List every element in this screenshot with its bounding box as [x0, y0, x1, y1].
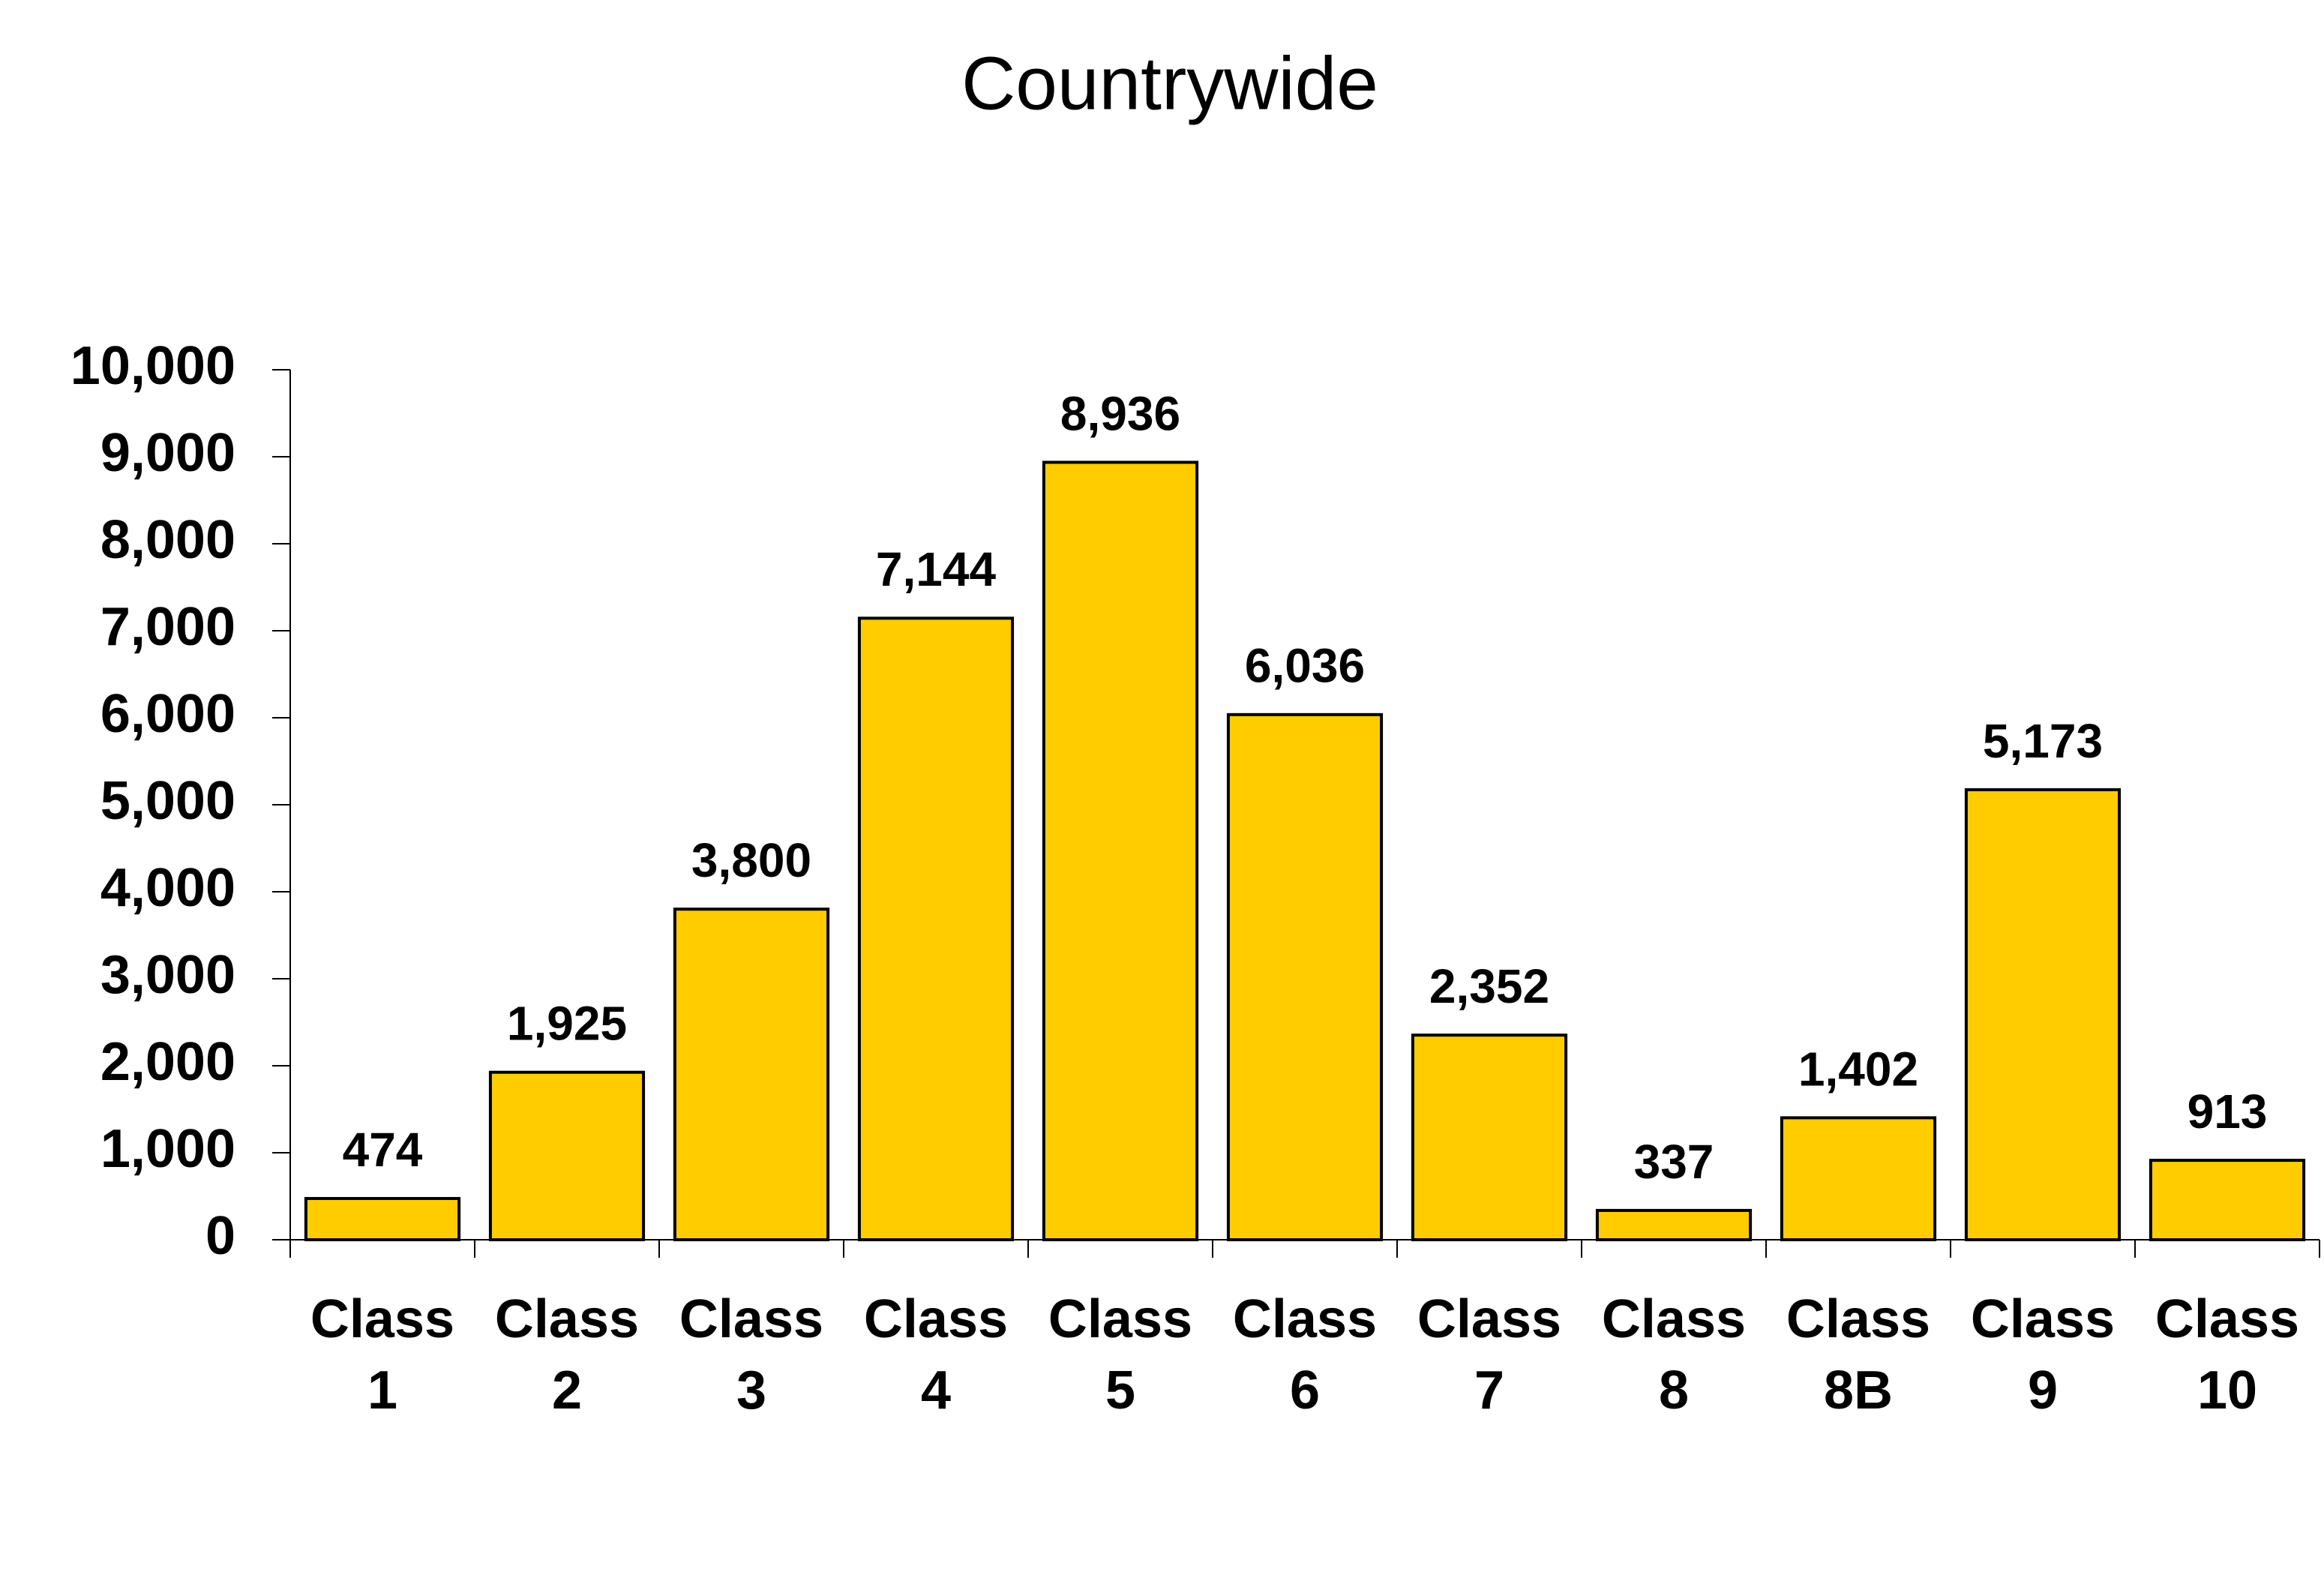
y-tick-label: 4,000	[100, 858, 235, 918]
bar	[1595, 1208, 1753, 1241]
y-tick-label: 5,000	[100, 771, 235, 831]
bar	[1964, 788, 2122, 1241]
y-tick-label: 3,000	[100, 945, 235, 1005]
bar	[1411, 1034, 1568, 1241]
y-tick-label: 8,000	[100, 510, 235, 570]
y-tick-label: 2,000	[100, 1032, 235, 1092]
x-tick-label: Class 8	[1601, 1289, 1747, 1420]
y-tick-label: 0	[205, 1206, 235, 1266]
value-label: 3,800	[691, 833, 811, 887]
y-tick-label: 10,000	[70, 336, 235, 396]
x-tick-label: Class 4	[863, 1289, 1009, 1420]
bar	[2149, 1159, 2306, 1242]
x-tick-label: Class 1	[310, 1289, 455, 1420]
bar	[1226, 712, 1384, 1241]
value-label: 8,936	[1060, 386, 1180, 440]
y-tick-label: 9,000	[100, 423, 235, 483]
value-label: 2,352	[1429, 959, 1549, 1013]
bar	[488, 1070, 646, 1241]
bar	[304, 1197, 461, 1241]
x-tick-label: Class 8B	[1786, 1289, 1931, 1420]
value-label: 1,402	[1798, 1042, 1918, 1096]
y-tick-label: 7,000	[100, 597, 235, 657]
value-label: 1,925	[507, 997, 627, 1051]
bar	[857, 616, 1015, 1241]
value-label: 337	[1634, 1135, 1714, 1189]
x-tick-label: Class 2	[494, 1289, 640, 1420]
value-label: 6,036	[1245, 639, 1365, 693]
x-tick-label: Class 9	[1970, 1289, 2116, 1420]
bar	[673, 908, 830, 1241]
x-tick-label: Class 7	[1417, 1289, 1562, 1420]
value-label: 913	[2188, 1084, 2268, 1138]
chart-title: Countrywide	[961, 41, 1378, 125]
y-tick-label: 6,000	[100, 684, 235, 744]
x-tick-label: Class 5	[1048, 1289, 1193, 1420]
value-label: 7,144	[876, 542, 997, 596]
y-tick-label: 1,000	[100, 1119, 235, 1179]
bar	[1042, 460, 1199, 1242]
x-tick-label: Class 10	[2155, 1289, 2300, 1420]
value-label: 5,173	[1983, 714, 2103, 768]
x-tick-label: Class 6	[1232, 1289, 1378, 1420]
bar	[1780, 1116, 1937, 1242]
x-tick-label: Class 3	[679, 1289, 824, 1420]
value-label: 474	[343, 1123, 423, 1177]
